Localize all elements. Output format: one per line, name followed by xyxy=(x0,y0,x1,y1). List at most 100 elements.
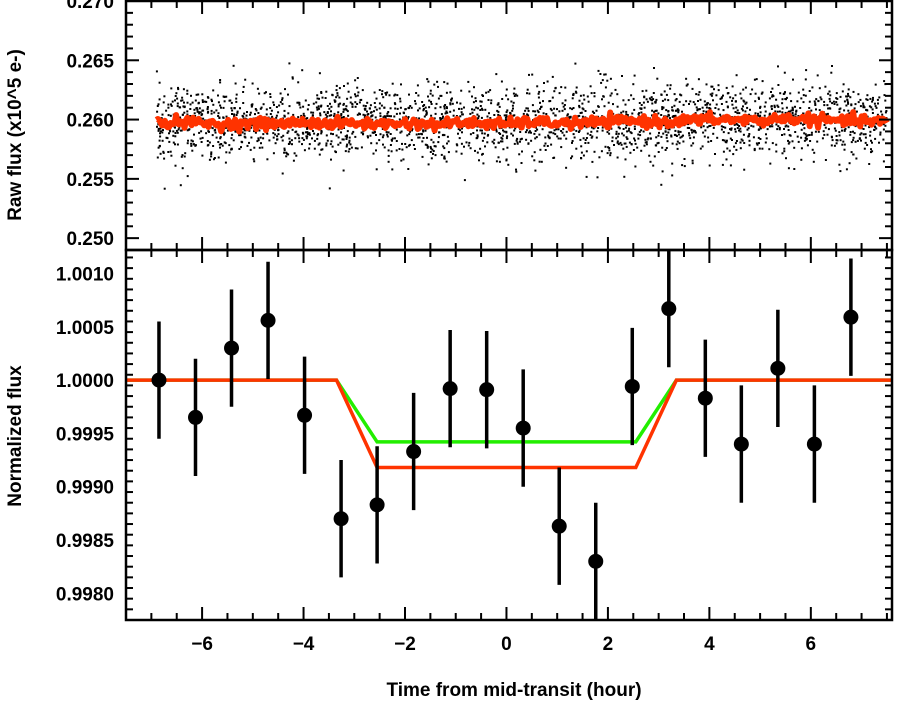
raw-flux-point xyxy=(210,112,213,115)
raw-flux-point xyxy=(215,109,218,112)
raw-flux-point xyxy=(527,109,530,112)
raw-flux-point xyxy=(184,152,187,155)
raw-flux-point xyxy=(482,95,484,97)
raw-flux-point xyxy=(362,133,364,136)
raw-flux-point xyxy=(871,112,874,114)
raw-flux-point xyxy=(708,125,711,128)
raw-flux-point xyxy=(501,98,504,100)
x-tick-label: 4 xyxy=(704,634,715,655)
raw-flux-point xyxy=(617,132,620,135)
raw-flux-point xyxy=(206,140,209,142)
raw-flux-point xyxy=(274,133,277,136)
raw-flux-point xyxy=(655,98,658,101)
raw-flux-point xyxy=(283,115,286,118)
raw-flux-point xyxy=(446,107,448,110)
raw-flux-point xyxy=(433,83,436,86)
raw-flux-point xyxy=(431,148,434,151)
raw-flux-point xyxy=(685,77,688,80)
raw-flux-point xyxy=(625,124,628,127)
raw-flux-point xyxy=(157,103,160,106)
raw-flux-point xyxy=(202,109,205,112)
raw-flux-point xyxy=(395,128,398,131)
raw-flux-point xyxy=(282,134,285,137)
raw-flux-point xyxy=(849,96,852,99)
raw-flux-point xyxy=(823,100,826,103)
raw-flux-point xyxy=(396,94,399,97)
x-axis-label: Time from mid-transit (hour) xyxy=(386,680,641,701)
raw-flux-point xyxy=(389,133,392,135)
raw-flux-point xyxy=(190,139,193,142)
raw-flux-point xyxy=(662,106,665,109)
raw-flux-point xyxy=(344,135,347,138)
raw-flux-point xyxy=(849,133,852,136)
raw-flux-point xyxy=(685,100,688,103)
raw-flux-point xyxy=(316,108,319,111)
raw-flux-point xyxy=(444,112,447,115)
raw-flux-point xyxy=(384,117,387,120)
raw-flux-point xyxy=(593,112,596,114)
raw-flux-point xyxy=(256,87,259,90)
raw-flux-point xyxy=(379,112,382,115)
raw-flux-point xyxy=(506,146,509,149)
raw-flux-point xyxy=(318,97,320,100)
raw-flux-point xyxy=(622,134,625,137)
raw-flux-point xyxy=(643,106,646,109)
raw-flux-point xyxy=(236,111,239,114)
raw-flux-point xyxy=(702,131,705,134)
raw-flux-point xyxy=(525,129,528,132)
raw-flux-point xyxy=(175,129,178,132)
raw-flux-point xyxy=(505,130,508,133)
raw-flux-point xyxy=(163,95,166,98)
raw-flux-point xyxy=(180,155,183,158)
raw-flux-point xyxy=(534,114,537,117)
raw-flux-point xyxy=(739,147,742,150)
raw-flux-point xyxy=(783,128,785,130)
raw-flux-point xyxy=(155,70,158,73)
raw-flux-point xyxy=(670,135,673,138)
raw-flux-point xyxy=(666,115,669,118)
raw-flux-point xyxy=(391,137,394,140)
raw-flux-point xyxy=(847,109,850,112)
raw-flux-point xyxy=(862,102,865,105)
raw-flux-point xyxy=(497,113,500,116)
raw-flux-point xyxy=(580,151,583,154)
raw-flux-point xyxy=(781,152,784,155)
raw-flux-point xyxy=(510,132,513,135)
raw-flux-point xyxy=(336,92,339,95)
raw-flux-point xyxy=(561,131,564,134)
raw-flux-point xyxy=(585,175,588,178)
raw-flux-point xyxy=(633,74,636,77)
raw-flux-point xyxy=(675,98,678,100)
raw-flux-point xyxy=(385,93,388,96)
raw-flux-point xyxy=(319,112,322,115)
raw-flux-point xyxy=(318,142,321,145)
raw-flux-point xyxy=(380,104,383,107)
raw-flux-point xyxy=(246,111,248,113)
raw-flux-point xyxy=(843,148,846,151)
raw-flux-point xyxy=(390,138,393,141)
raw-flux-point xyxy=(332,133,334,136)
raw-flux-point xyxy=(547,134,550,137)
raw-flux-point xyxy=(730,128,733,131)
raw-flux-point xyxy=(211,134,214,137)
raw-flux-point xyxy=(411,129,413,132)
raw-flux-point xyxy=(298,140,301,143)
raw-flux-point xyxy=(199,111,202,114)
raw-flux-point xyxy=(695,93,698,96)
raw-flux-point xyxy=(409,130,411,133)
raw-flux-point xyxy=(484,108,487,111)
raw-flux-point xyxy=(859,98,862,101)
raw-flux-point xyxy=(254,108,257,110)
raw-flux-point xyxy=(526,113,529,116)
raw-flux-point xyxy=(313,139,316,142)
raw-flux-point xyxy=(429,89,432,92)
raw-flux-point xyxy=(296,101,299,104)
raw-flux-point xyxy=(395,112,398,115)
bottom-binned-points xyxy=(151,250,859,620)
raw-flux-point xyxy=(219,79,222,81)
raw-flux-point xyxy=(847,102,850,105)
raw-flux-point xyxy=(770,91,772,93)
raw-flux-point xyxy=(864,136,867,139)
raw-flux-point xyxy=(882,128,885,131)
raw-flux-point xyxy=(329,143,332,146)
